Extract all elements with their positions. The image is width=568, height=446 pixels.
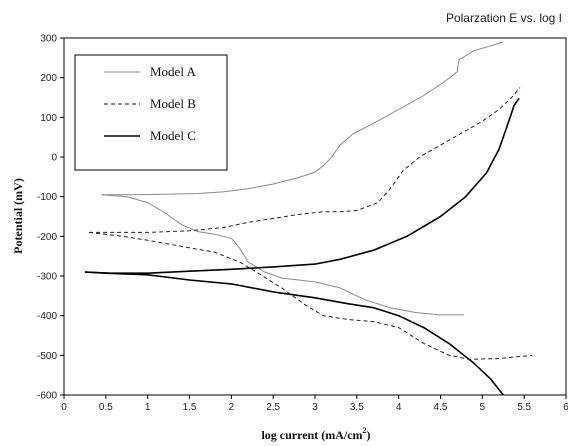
x-tick-label: 5 (480, 402, 486, 413)
y-tick-label: -300 (37, 272, 57, 283)
model-c-anodic-line (84, 97, 520, 275)
legend-label-model-b: Model B (150, 96, 196, 111)
y-tick-label: 100 (40, 113, 57, 124)
x-axis-label: log current (mA/cm2) (261, 426, 370, 442)
y-tick-label: 200 (40, 73, 57, 84)
legend-label-model-a: Model A (150, 64, 196, 79)
legend-label-model-c: Model C (150, 128, 196, 143)
chart-title: Polarzation E vs. log I (446, 11, 562, 25)
y-tick-label: -400 (37, 311, 57, 322)
legend: Model A Model B Model C (74, 54, 228, 171)
x-axis-label-superscript: 2 (363, 426, 367, 435)
y-tick-label: -600 (37, 391, 57, 402)
x-tick-label: 4 (396, 402, 402, 413)
x-tick-label: 1 (145, 402, 151, 413)
x-tick-label: 2 (229, 402, 235, 413)
x-tick-label: 4.5 (434, 402, 448, 413)
x-tick-label: 5.5 (517, 402, 531, 413)
x-tick-label: 3 (312, 402, 318, 413)
model-c-cathodic-line (84, 271, 504, 396)
model-a-anodic-line (101, 41, 504, 196)
y-tick-label: -500 (37, 351, 57, 362)
x-tick-label: 0.5 (99, 402, 113, 413)
model-b-anodic-line (89, 87, 521, 233)
y-axis-label: Potential (mV) (11, 178, 25, 254)
model-b-cathodic-line (89, 231, 533, 360)
x-tick-label: 1.5 (183, 402, 197, 413)
y-tick-label: 300 (40, 34, 57, 45)
x-axis-label-main: log current (mA/cm (261, 428, 362, 442)
legend-box (74, 54, 228, 171)
x-tick-label: 6 (563, 402, 568, 413)
series-lines (84, 41, 533, 396)
x-tick-label: 2.5 (266, 402, 280, 413)
y-tick-label: -200 (37, 232, 57, 243)
x-tick-label: 0 (61, 402, 67, 413)
x-tick-label: 3.5 (350, 402, 364, 413)
x-axis-label-end: ) (367, 428, 371, 442)
y-tick-label: -100 (37, 192, 57, 203)
axis-ticks: 0 0.5 1 1.5 2 2.5 3 3.5 4 4.5 5 5.5 6 300 200 100 0 -100 -… (37, 34, 568, 414)
y-tick-label: 0 (51, 153, 57, 164)
model-a-cathodic-line (101, 194, 464, 316)
